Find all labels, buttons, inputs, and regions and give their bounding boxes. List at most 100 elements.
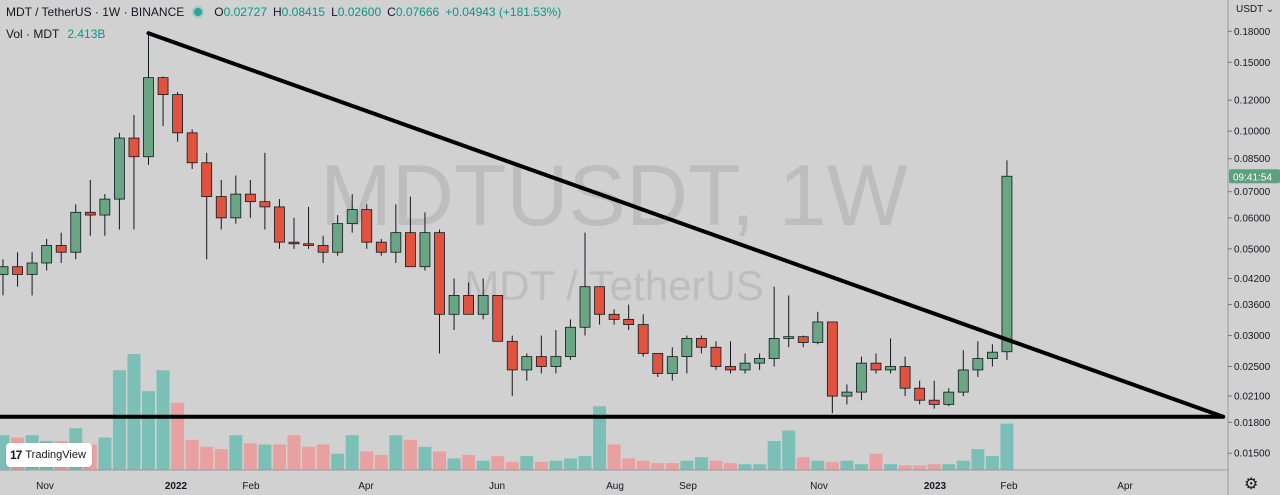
time-tick-label: Apr: [358, 481, 374, 492]
candle-body: [361, 209, 373, 243]
watermark-symbol: MDTUSDT, 1W: [320, 148, 908, 244]
volume-bar: [578, 456, 592, 470]
volume-bar: [724, 463, 737, 470]
open-value: 0.02727: [223, 5, 267, 19]
candle-body: [739, 362, 751, 371]
volume-bar: [112, 370, 126, 470]
volume-bar: [403, 439, 417, 470]
volume-bar: [636, 460, 650, 470]
candle-body: [1001, 175, 1013, 353]
volume-bar: [374, 454, 388, 470]
currency-menu[interactable]: USDT ⌄: [1236, 4, 1275, 15]
volume-bar: [142, 391, 155, 470]
time-tick-label: Feb: [242, 481, 260, 492]
volume-bar: [811, 460, 825, 470]
symbol-title[interactable]: MDT / TetherUS · 1W · BINANCE: [6, 5, 185, 19]
volume-bar: [287, 435, 301, 470]
candle-body: [157, 77, 169, 96]
candle-body: [84, 211, 96, 216]
high-label: H: [273, 5, 282, 19]
volume-bar: [229, 435, 243, 470]
candle-body: [666, 356, 678, 374]
candle-body: [681, 338, 693, 358]
candle-body: [754, 358, 765, 364]
volume-bar: [214, 449, 228, 470]
volume-bar: [345, 435, 359, 470]
descending-trendline: [146, 31, 1226, 419]
price-tick-label: 0.07000: [1234, 187, 1271, 198]
tradingview-logo[interactable]: 17 TradingView: [6, 443, 92, 467]
candle-body: [637, 324, 649, 354]
candle-body: [114, 137, 125, 200]
price-tick-label: 0.05000: [1234, 244, 1271, 255]
volume-bar: [898, 465, 912, 470]
low-value: 0.02600: [337, 5, 382, 19]
volume-bar: [98, 437, 112, 470]
volume-bar: [767, 441, 781, 470]
price-tick-label: 0.01500: [1234, 449, 1271, 460]
candle-body: [26, 262, 38, 275]
price-tick-label: 0.08500: [1234, 154, 1271, 165]
change-value: +0.04943 (+181.53%): [445, 5, 562, 19]
volume-bar: [534, 461, 548, 470]
candle-body: [521, 356, 533, 371]
candle-body: [608, 313, 620, 320]
candle-body: [172, 94, 184, 134]
time-tick-label: Jun: [489, 481, 505, 492]
volume-bar: [927, 464, 941, 470]
volume-bar: [185, 439, 199, 470]
candle-body: [783, 336, 795, 339]
volume-bar: [651, 463, 665, 470]
last-price-countdown: 09:41:54: [1233, 172, 1272, 183]
candle-body: [594, 286, 605, 315]
volume-bar: [243, 443, 257, 470]
volume-bar: [0, 435, 10, 470]
tradingview-mark-icon: 17: [10, 448, 22, 462]
volume-bar: [331, 453, 345, 470]
candle-body: [972, 358, 984, 371]
candle-body: [506, 340, 518, 371]
candle-body: [128, 137, 140, 158]
volume-bar: [476, 460, 490, 470]
candle-body: [623, 318, 635, 325]
candle-body: [259, 201, 271, 208]
volume-bar: [418, 446, 432, 470]
time-tick-label: 2022: [165, 481, 188, 492]
candle-body: [303, 243, 314, 246]
gear-icon[interactable]: ⚙: [1244, 476, 1259, 493]
candle-body: [957, 369, 969, 393]
time-tick-label: Nov: [36, 481, 54, 492]
volume-bar: [884, 464, 898, 470]
candle-body: [332, 223, 344, 253]
volume-bar: [302, 446, 316, 470]
close-value: 0.07666: [395, 5, 440, 19]
candle-body: [448, 295, 460, 315]
candle-body: [885, 366, 896, 371]
candle-body: [55, 245, 67, 253]
candle-body: [812, 321, 824, 343]
time-tick-label: Feb: [1000, 481, 1018, 492]
candle-body: [914, 387, 926, 401]
candle-body: [899, 366, 911, 389]
candle-body: [244, 193, 256, 203]
time-tick-label: 2023: [924, 481, 947, 492]
volume-bar: [447, 458, 461, 470]
candle-body: [274, 206, 285, 243]
candle-body: [143, 77, 154, 158]
candle-body: [201, 162, 213, 198]
price-tick-label: 0.04200: [1234, 274, 1271, 285]
candle-body: [565, 326, 576, 358]
candle-body: [99, 198, 111, 216]
volume-label[interactable]: Vol · MDT: [6, 27, 60, 41]
candle-body: [856, 362, 867, 393]
volume-bar: [694, 457, 708, 470]
market-status-icon: [194, 8, 203, 16]
candle-body: [652, 353, 664, 374]
watermark-name: MDT / TetherUS: [464, 262, 764, 309]
time-tick-label: Sep: [679, 481, 697, 492]
candle-body: [0, 266, 9, 275]
volume-bar: [433, 451, 446, 470]
candle-body: [550, 356, 562, 367]
candle-body: [579, 286, 591, 328]
